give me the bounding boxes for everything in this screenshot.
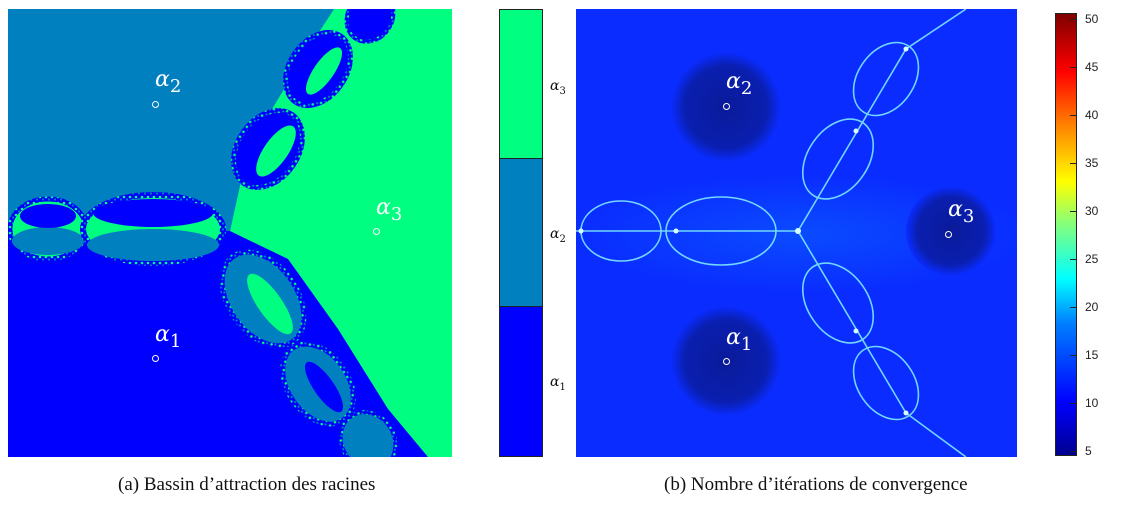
basin-region-alpha2 bbox=[8, 9, 334, 231]
colorbar-segment-alpha1 bbox=[500, 307, 542, 456]
iter-root-marker-alpha3 bbox=[945, 231, 952, 238]
iter-root-label-alpha3: α3 bbox=[948, 197, 975, 227]
colorbar-label-alpha1: α1 bbox=[550, 374, 566, 393]
colorbar-tick-mark bbox=[1070, 115, 1076, 116]
colorbar-tick-label: 15 bbox=[1085, 348, 1099, 362]
colorbar-tick-mark bbox=[1070, 211, 1076, 212]
colorbar-tick-mark bbox=[1070, 163, 1076, 164]
colorbar-tick-mark bbox=[1070, 451, 1076, 452]
iterations-colorbar bbox=[1055, 13, 1077, 456]
colorbar-tick-mark bbox=[1070, 19, 1076, 20]
colorbar-tick-label: 30 bbox=[1085, 204, 1099, 218]
root-marker-alpha1 bbox=[152, 355, 159, 362]
colorbar-tick-label: 40 bbox=[1085, 108, 1099, 122]
colorbar-segment-alpha2 bbox=[500, 159, 542, 307]
basin-colorbar bbox=[499, 9, 543, 457]
basin-boundary-lower bbox=[219, 249, 398, 457]
colorbar-tick-label: 45 bbox=[1085, 60, 1099, 74]
root-label-alpha2: α2 bbox=[155, 67, 182, 97]
root-label-alpha1: α1 bbox=[155, 322, 182, 352]
colorbar-tick-mark bbox=[1070, 307, 1076, 308]
colorbar-tick-label: 20 bbox=[1085, 300, 1099, 314]
colorbar-tick-label: 35 bbox=[1085, 156, 1099, 170]
iterations-plot: α2 α3 α1 bbox=[576, 9, 1017, 457]
root-label-alpha3: α3 bbox=[376, 195, 403, 225]
caption-a: (a) Bassin d’attraction des racines bbox=[118, 474, 376, 495]
colorbar-tick-mark bbox=[1070, 67, 1076, 68]
root-marker-alpha2 bbox=[152, 101, 159, 108]
iter-root-label-alpha2: α2 bbox=[726, 69, 753, 99]
root-halo-alpha3 bbox=[906, 186, 996, 276]
iter-root-marker-alpha1 bbox=[723, 358, 730, 365]
colorbar-tick-label: 5 bbox=[1085, 444, 1092, 458]
colorbar-tick-mark bbox=[1070, 403, 1076, 404]
iter-root-marker-alpha2 bbox=[723, 103, 730, 110]
basin-of-attraction-plot: α2 α3 α1 bbox=[8, 9, 452, 457]
basin-boundary-upper bbox=[231, 9, 396, 190]
iter-root-label-alpha1: α1 bbox=[726, 325, 753, 355]
colorbar-tick-mark bbox=[1070, 259, 1076, 260]
colorbar-tick-label: 25 bbox=[1085, 252, 1099, 266]
basin-svg bbox=[8, 9, 452, 457]
root-marker-alpha3 bbox=[373, 228, 380, 235]
colorbar-label-alpha2: α2 bbox=[550, 226, 566, 245]
colorbar-segment-alpha3 bbox=[500, 10, 542, 159]
colorbar-tick-label: 10 bbox=[1085, 396, 1099, 410]
fractal-nodes bbox=[578, 46, 909, 416]
basin-boundary-left bbox=[8, 192, 226, 266]
colorbar-tick-mark bbox=[1070, 355, 1076, 356]
iterations-svg bbox=[576, 9, 1017, 457]
colorbar-tick-label: 50 bbox=[1085, 12, 1099, 26]
colorbar-label-alpha3: α3 bbox=[550, 78, 566, 97]
caption-b: (b) Nombre d’itérations de convergence bbox=[664, 474, 968, 495]
